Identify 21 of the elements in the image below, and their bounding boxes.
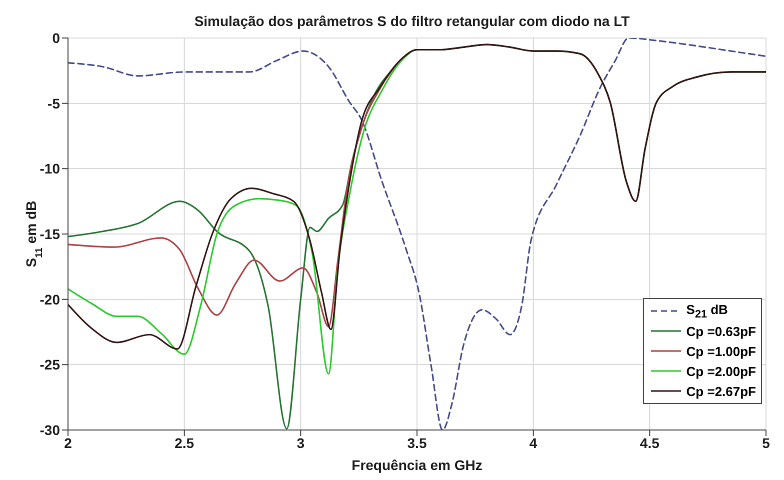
- chart-title: Simulação dos parâmetros S do filtro retangular com diodo na LT: [194, 13, 630, 29]
- legend-label: Cp =1.00pF: [686, 344, 756, 358]
- y-tick-label: 0: [52, 30, 60, 46]
- y-tick-label: -20: [40, 291, 60, 308]
- y-tick-label: -15: [40, 226, 60, 242]
- x-tick-label: 3.5: [407, 434, 427, 451]
- y-tick-label: -10: [40, 160, 60, 177]
- y-tick-label: -5: [48, 95, 60, 112]
- x-tick-label: 4: [529, 434, 538, 451]
- x-tick-label: 2: [64, 434, 72, 451]
- x-tick-label: 2.5: [174, 434, 194, 451]
- legend-label: Cp =0.63pF: [686, 324, 756, 338]
- y-tick-label: -30: [40, 422, 60, 438]
- y-tick-label: -25: [40, 356, 60, 373]
- legend-label: Cp =2.67pF: [686, 384, 756, 398]
- legend-label: S$_{21}$ dB: [686, 302, 728, 320]
- legend-label: Cp =2.00pF: [686, 364, 756, 378]
- x-tick-label: 3: [296, 434, 305, 451]
- x-tick-label: 5: [762, 434, 770, 451]
- x-tick-label: 4.5: [640, 434, 660, 451]
- x-axis-title: Frequência em GHz: [352, 457, 482, 473]
